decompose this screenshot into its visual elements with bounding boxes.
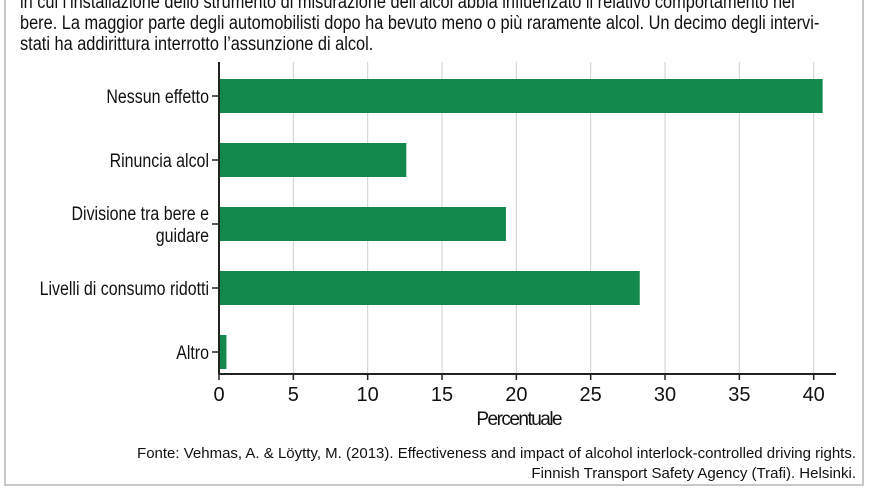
x-tick-label-15: 15 (431, 384, 453, 406)
intro-text: in cui l’installazione dello strumento d… (20, 0, 850, 55)
x-axis-title: Percentuale (476, 409, 562, 430)
bar-4 (219, 335, 227, 369)
x-tick-label-25: 25 (580, 384, 602, 406)
source-note: Fonte: Vehmas, A. & Löytty, M. (2013). E… (137, 444, 856, 484)
bar-0 (219, 79, 823, 113)
bar-2 (219, 207, 506, 241)
y-tick-label-2-1: guidare (156, 226, 209, 247)
intro-line-3: stati ha addirittura interrotto l’assunz… (20, 34, 374, 55)
x-tick-label-20: 20 (505, 384, 527, 406)
bar-chart: Nessun effetto Rinuncia alcol Divisione tr… (40, 62, 836, 430)
y-tick-label-4: Altro (176, 343, 209, 364)
source-line-1: Fonte: Vehmas, A. & Löytty, M. (2013). E… (137, 445, 856, 462)
bar-1 (219, 143, 407, 177)
x-tick-label-35: 35 (728, 384, 750, 406)
x-tick-label-0: 0 (213, 384, 224, 406)
x-tick-label-40: 40 (803, 384, 825, 406)
y-tick-label-1: Rinuncia alcol (110, 151, 209, 172)
y-tick-label-3: Livelli di consumo ridotti (40, 279, 209, 300)
x-tick-label-5: 5 (288, 384, 299, 406)
intro-line-2: bere. La maggior parte degli automobilis… (20, 13, 820, 34)
source-line-2: Finnish Transport Safety Agency (Trafi).… (531, 465, 856, 482)
y-tick-label-0: Nessun effetto (106, 87, 209, 108)
x-tick-label-30: 30 (654, 384, 676, 406)
bar-3 (219, 271, 640, 305)
y-tick-label-2-0: Divisione tra bere e (72, 204, 210, 225)
x-tick-label-10: 10 (357, 384, 379, 406)
intro-line-1: in cui l’installazione dello strumento d… (20, 0, 795, 13)
